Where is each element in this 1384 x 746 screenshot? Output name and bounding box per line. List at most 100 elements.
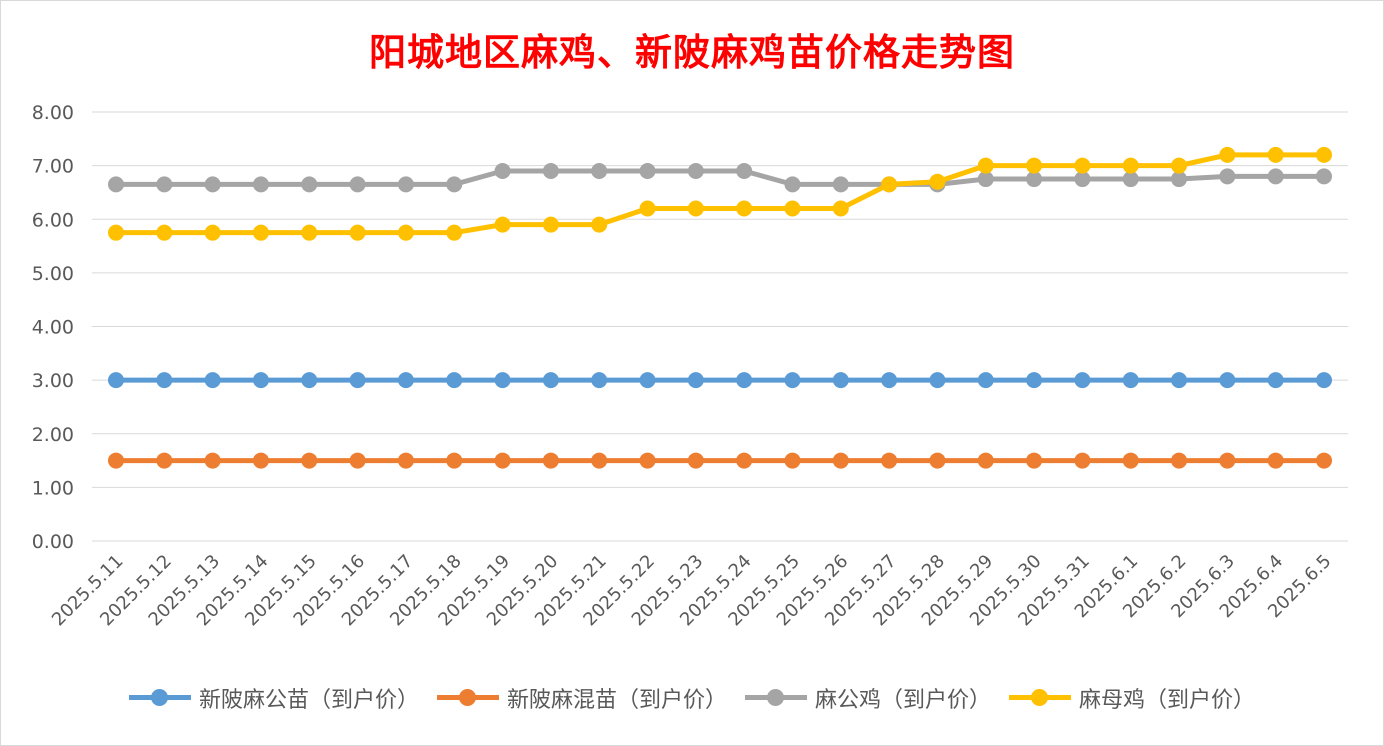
data-point	[1074, 452, 1091, 469]
data-point	[1122, 452, 1139, 469]
data-point	[832, 200, 849, 217]
data-point	[108, 372, 124, 389]
x-axis-ticks: 2025.5.112025.5.122025.5.132025.5.142025…	[48, 551, 1336, 631]
data-point	[446, 372, 463, 389]
data-point	[252, 176, 269, 193]
data-point	[1074, 157, 1091, 174]
legend-marker	[128, 688, 191, 708]
y-tick-label: 4.00	[32, 317, 74, 339]
data-point	[1267, 168, 1284, 185]
data-point	[204, 176, 221, 193]
legend-marker	[745, 688, 807, 708]
data-point	[1026, 171, 1043, 188]
legend-item: 新陂麻混苗（到户价）	[436, 682, 727, 714]
data-point	[832, 372, 849, 389]
series-lines	[108, 146, 1332, 469]
data-point	[687, 162, 704, 179]
data-point	[1026, 372, 1043, 389]
series-line	[113, 152, 1327, 236]
legend-marker	[436, 688, 499, 708]
data-point	[1267, 372, 1284, 389]
data-point	[929, 372, 946, 389]
data-point	[1219, 146, 1236, 163]
data-point	[1171, 157, 1188, 174]
data-point	[1267, 146, 1284, 163]
data-point	[156, 224, 173, 241]
data-point	[252, 372, 269, 389]
data-point	[349, 372, 366, 389]
data-point	[784, 176, 801, 193]
data-point	[736, 162, 753, 179]
y-tick-label: 3.00	[32, 370, 74, 392]
legend-label: 麻母鸡（到户价）	[1079, 688, 1256, 713]
data-point	[204, 224, 221, 241]
data-point	[1171, 452, 1188, 469]
data-point	[301, 452, 318, 469]
data-point	[542, 162, 559, 179]
data-point	[156, 452, 173, 469]
data-point	[784, 372, 801, 389]
data-point	[977, 452, 994, 469]
data-point	[1074, 171, 1091, 188]
data-point	[832, 452, 849, 469]
data-point	[252, 224, 269, 241]
chart-title: 阳城地区麻鸡、新陂麻鸡苗价格走势图	[369, 30, 1015, 74]
data-point	[687, 452, 704, 469]
series-3	[108, 162, 1332, 193]
data-point	[252, 452, 269, 469]
data-point	[301, 176, 318, 193]
data-point	[929, 452, 946, 469]
data-point	[1122, 372, 1139, 389]
legend-label: 新陂麻混苗（到户价）	[506, 688, 727, 713]
legend-item: 新陂麻公苗（到户价）	[128, 682, 419, 714]
data-point	[446, 452, 463, 469]
y-tick-label: 5.00	[32, 263, 74, 285]
data-point	[204, 372, 221, 389]
legend-marker	[1009, 688, 1072, 708]
data-point	[1316, 146, 1332, 163]
data-point	[736, 452, 753, 469]
y-axis-ticks: 0.00 1.00 2.00 3.00 4.00 5.00 6.00 7.00 8.00	[32, 102, 74, 553]
data-point	[1122, 157, 1139, 174]
legend: 新陂麻公苗（到户价） 新陂麻混苗（到户价） 麻公鸡（到户价） 麻母鸡（到户价）	[0, 682, 1384, 714]
series-line	[113, 168, 1327, 187]
data-point	[1171, 372, 1188, 389]
data-point	[108, 176, 124, 193]
data-point	[1219, 452, 1236, 469]
data-point	[639, 162, 656, 179]
data-point	[397, 224, 414, 241]
data-point	[446, 176, 463, 193]
legend-label: 麻公鸡（到户价）	[815, 688, 992, 713]
y-tick-label: 1.00	[32, 477, 74, 499]
data-point	[397, 176, 414, 193]
data-point	[1026, 157, 1043, 174]
series-4	[108, 146, 1332, 241]
series-1	[108, 372, 1332, 389]
data-point	[784, 452, 801, 469]
data-point	[736, 200, 753, 217]
y-tick-label: 6.00	[32, 209, 74, 231]
data-point	[1316, 168, 1332, 185]
data-point	[736, 372, 753, 389]
data-point	[977, 157, 994, 174]
data-point	[881, 372, 898, 389]
y-tick-label: 8.00	[32, 102, 74, 124]
legend-item: 麻公鸡（到户价）	[745, 682, 991, 714]
data-point	[977, 171, 994, 188]
data-point	[349, 176, 366, 193]
legend-label: 新陂麻公苗（到户价）	[198, 688, 419, 713]
data-point	[494, 162, 511, 179]
data-point	[639, 200, 656, 217]
data-point	[687, 372, 704, 389]
data-point	[1316, 372, 1332, 389]
data-point	[397, 452, 414, 469]
data-point	[494, 452, 511, 469]
data-point	[446, 224, 463, 241]
data-point	[977, 372, 994, 389]
data-point	[1074, 372, 1091, 389]
data-point	[204, 452, 221, 469]
gridlines	[92, 111, 1348, 542]
data-point	[881, 176, 898, 193]
data-point	[494, 216, 511, 233]
